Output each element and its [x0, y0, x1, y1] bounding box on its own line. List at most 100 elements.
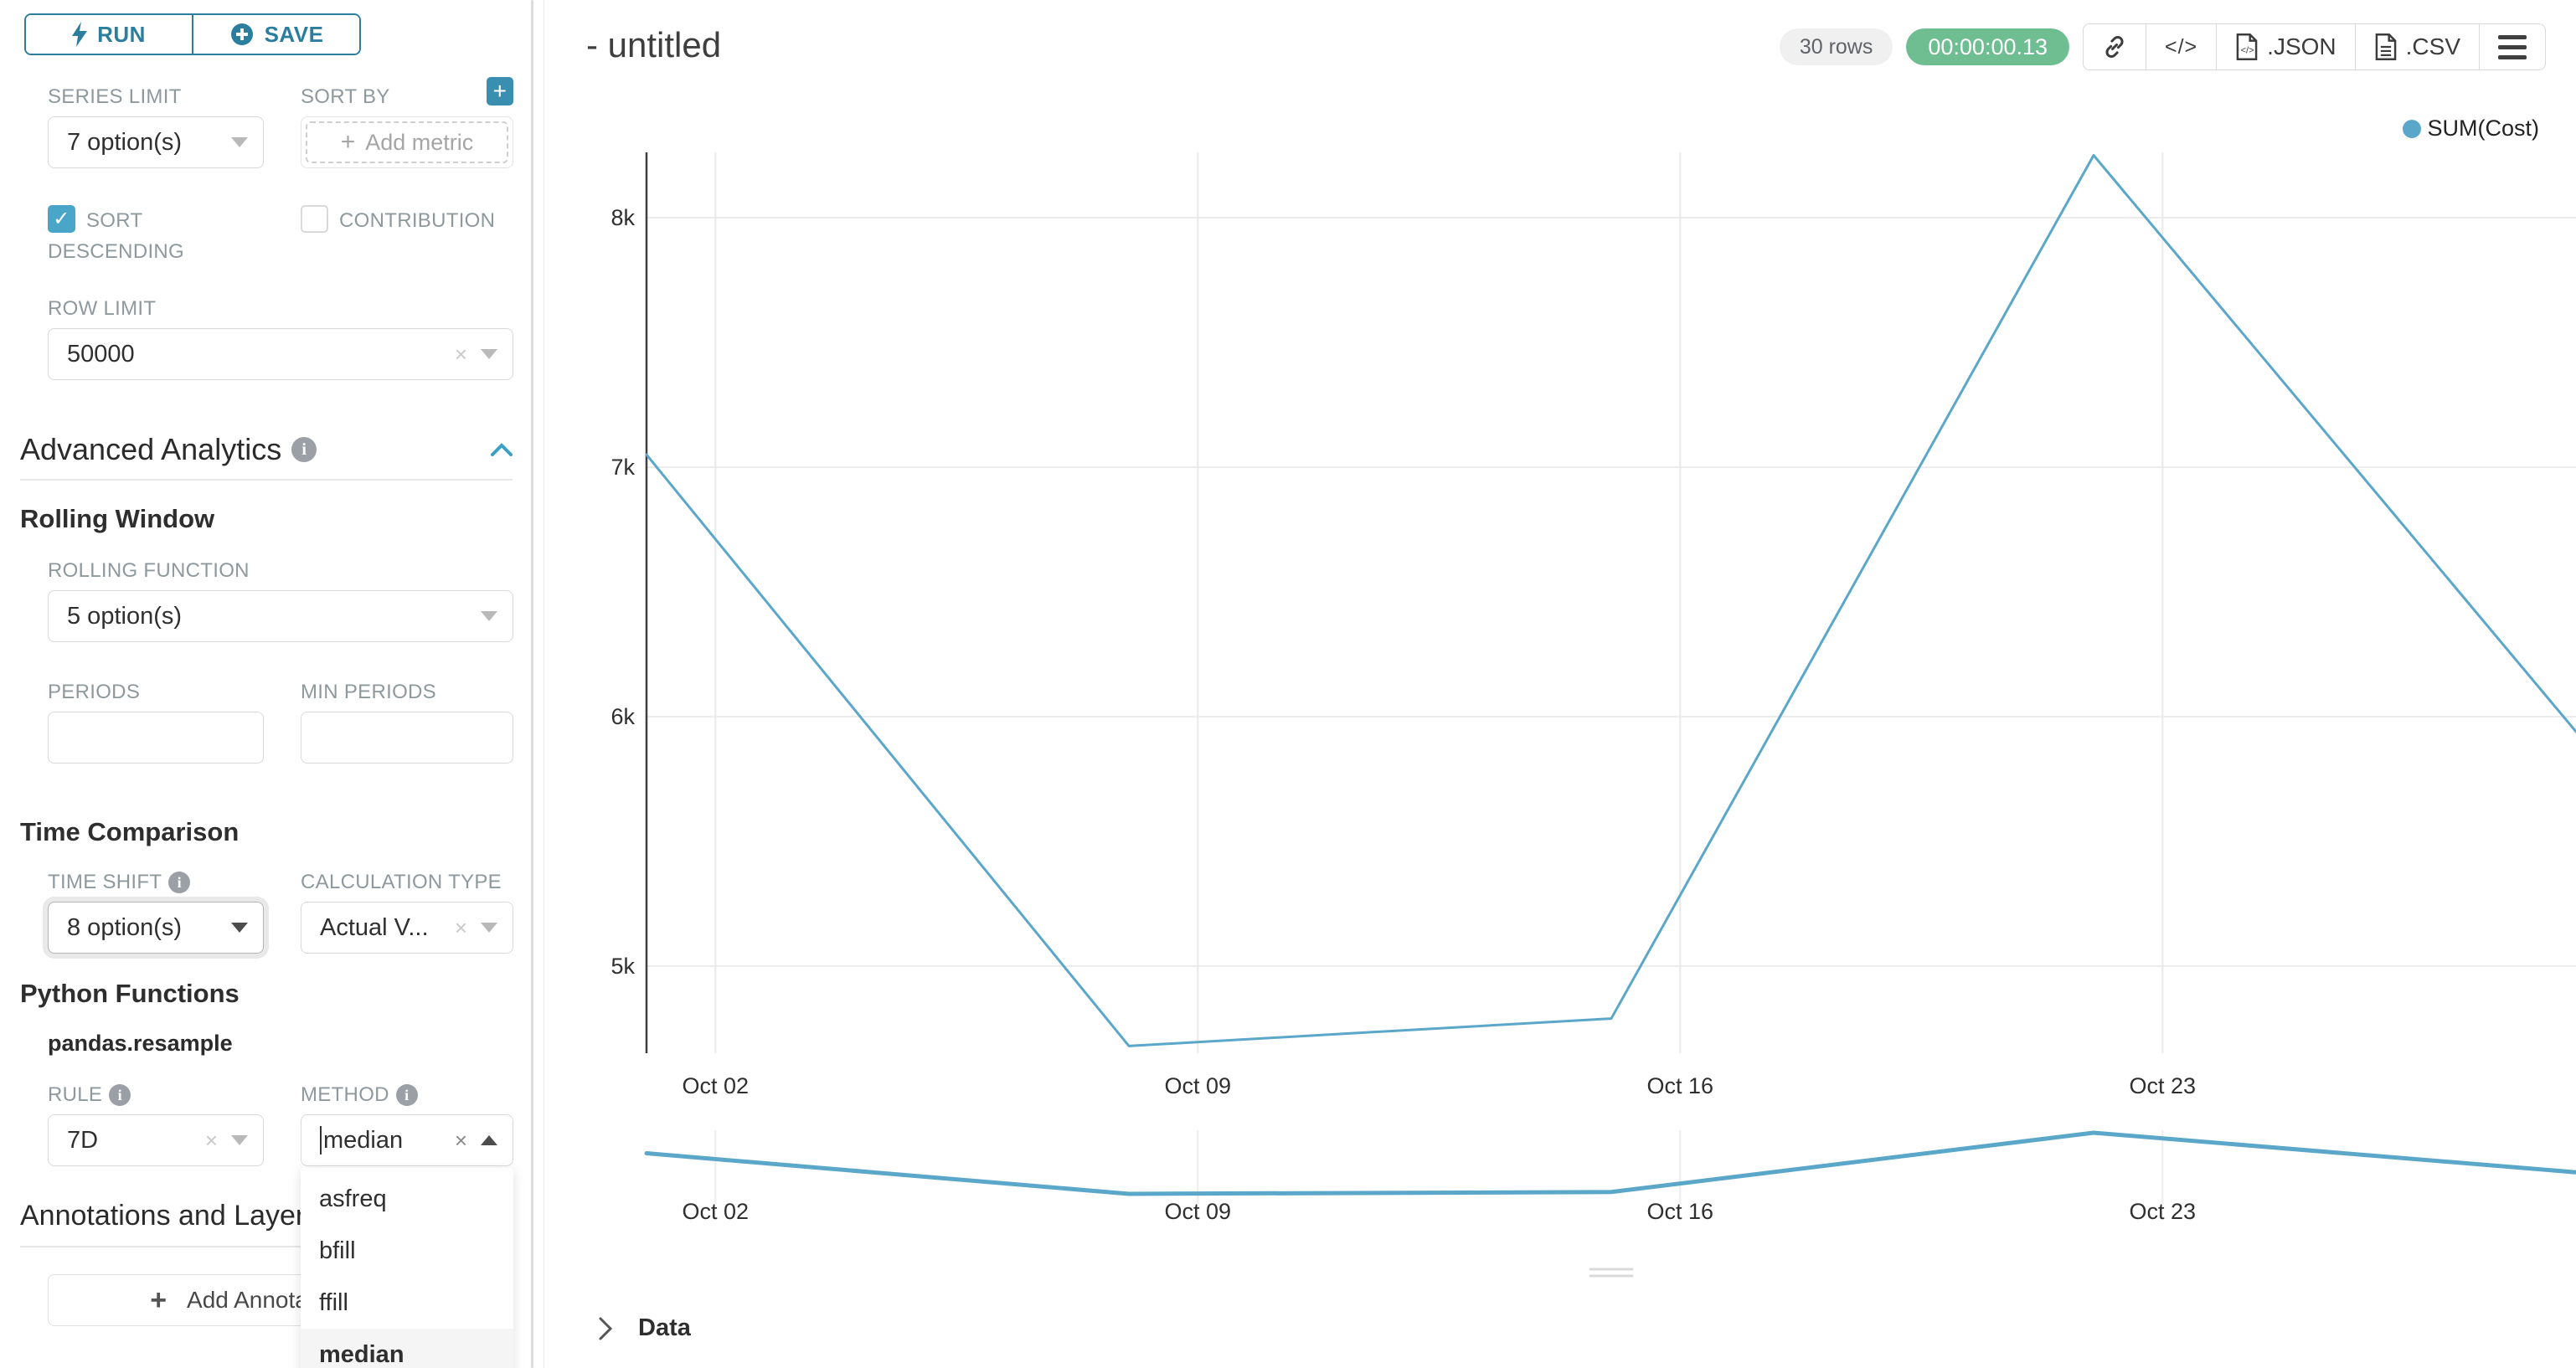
method-dropdown-menu: asfreq bfill ffill median [301, 1168, 513, 1368]
python-functions-title: Python Functions [20, 979, 240, 1008]
x-axis-tick-label: Oct 16 [1647, 1073, 1714, 1098]
sort-descending-control[interactable]: ✓ SORT DESCENDING [48, 205, 240, 267]
dropdown-option-median[interactable]: median [301, 1329, 513, 1368]
mini-x-axis-tick-label: Oct 16 [1647, 1199, 1714, 1224]
method-select-open[interactable]: median × [301, 1114, 513, 1166]
contribution-control[interactable]: CONTRIBUTION [301, 205, 513, 267]
sort-descending-label: SORT DESCENDING [48, 209, 185, 263]
row-limit-value: 50000 [67, 340, 135, 368]
plus-circle-icon [230, 23, 253, 45]
save-button[interactable]: SAVE [192, 15, 359, 54]
advanced-analytics-title: Advanced Analytics [20, 432, 282, 466]
dropdown-option-asfreq[interactable]: asfreq [319, 1185, 387, 1212]
lightning-bolt-icon [72, 22, 88, 47]
chevron-down-icon [231, 137, 248, 147]
menu-icon [2498, 34, 2527, 59]
mini-x-axis-tick-label: Oct 23 [2130, 1199, 2197, 1224]
row-limit-select[interactable]: 50000 × [48, 328, 513, 380]
time-comparison-title: Time Comparison [20, 817, 240, 846]
series-limit-select[interactable]: 7 option(s) [48, 116, 264, 168]
clear-icon[interactable]: × [454, 914, 467, 940]
line-chart-svg[interactable]: 5k 6k 7k 8k Oct 02 Oct 02 Oct 09 Oct 09 Oct 16 Oc… [544, 0, 2576, 1368]
run-button-label: RUN [97, 21, 146, 47]
sort-by-dropzone[interactable]: + Add metric [301, 116, 513, 168]
data-collapse-section[interactable]: Data [598, 1314, 691, 1342]
chart-title[interactable]: - untitled [586, 25, 722, 64]
series-limit-value: 7 option(s) [67, 128, 183, 156]
legend-series-dot [2402, 119, 2421, 138]
info-icon: i [395, 1084, 418, 1106]
checkbox-unchecked-icon[interactable] [301, 205, 328, 233]
calculation-type-value: Actual V... [320, 913, 429, 941]
csv-file-icon [2375, 33, 2396, 60]
min-periods-label: MIN PERIODS [301, 681, 436, 703]
save-button-label: SAVE [264, 21, 324, 47]
more-options-button[interactable] [2479, 23, 2546, 70]
control-panel-sidebar: RUN SAVE SERIES LIMIT 7 option(s) SORT B… [0, 0, 544, 1368]
legend-series-label: SUM(Cost) [2427, 116, 2540, 141]
contribution-label: CONTRIBUTION [339, 209, 496, 232]
link-icon [2105, 35, 2124, 59]
rule-select[interactable]: 7D × [48, 1114, 264, 1166]
y-axis-tick-label: 5k [611, 954, 635, 979]
annotations-layers-title: Annotations and Layers [20, 1200, 320, 1232]
checkbox-checked-icon[interactable]: ✓ [48, 205, 75, 233]
x-axis-tick-label: Oct 23 [2130, 1073, 2197, 1098]
time-shift-label: TIME SHIFT [48, 871, 162, 893]
row-count-badge: 30 rows [1779, 28, 1893, 65]
query-timer-badge: 00:00:00.13 [1906, 28, 2070, 65]
data-section-title: Data [638, 1314, 691, 1341]
rule-label: RULE [48, 1083, 103, 1106]
y-axis-tick-label: 6k [611, 704, 635, 729]
series-limit-label: SERIES LIMIT [48, 85, 182, 108]
x-axis-tick-label: Oct 02 [683, 1073, 750, 1098]
method-value: median [323, 1126, 404, 1154]
export-json-label: .JSON [2267, 33, 2336, 59]
copy-link-button[interactable] [2083, 23, 2147, 70]
calculation-type-select[interactable]: Actual V... × [301, 902, 513, 954]
rolling-function-select[interactable]: 5 option(s) [48, 590, 513, 642]
add-metric-plus-button[interactable]: + [487, 77, 513, 105]
export-csv-label: .CSV [2405, 33, 2460, 59]
info-icon: i [109, 1084, 131, 1106]
time-shift-select[interactable]: 8 option(s) [48, 902, 264, 954]
plus-icon: + [340, 128, 356, 156]
chevron-down-icon [481, 611, 497, 621]
chevron-down-icon [481, 923, 497, 933]
view-query-button[interactable]: </> [2146, 23, 2218, 70]
chevron-right-icon [599, 1317, 613, 1340]
chevron-up-icon[interactable] [491, 443, 513, 456]
chevron-up-icon [481, 1135, 497, 1145]
periods-label: PERIODS [48, 681, 141, 703]
export-json-button[interactable]: </> .JSON [2216, 23, 2356, 70]
add-metric-placeholder: Add metric [365, 129, 474, 155]
rolling-function-value: 5 option(s) [67, 602, 183, 630]
clear-icon[interactable]: × [454, 341, 467, 367]
time-shift-value: 8 option(s) [67, 913, 183, 941]
run-button[interactable]: RUN [26, 15, 192, 54]
chart-panel: - untitled 30 rows 00:00:00.13 </> [544, 0, 2576, 1368]
info-icon: i [168, 872, 191, 893]
json-file-icon: </> [2236, 33, 2258, 60]
svg-text:</>: </> [2241, 45, 2254, 55]
dropdown-option-bfill[interactable]: bfill [319, 1237, 356, 1264]
mini-x-axis-tick-label: Oct 02 [683, 1199, 750, 1224]
info-icon: i [291, 437, 317, 462]
main-series-line [645, 154, 2576, 1047]
sort-by-label: SORT BY [301, 85, 390, 108]
y-axis-tick-label: 8k [611, 205, 635, 230]
periods-input[interactable] [48, 712, 264, 764]
rule-value: 7D [67, 1126, 99, 1154]
x-axis-tick-label: Oct 09 [1165, 1073, 1232, 1098]
clear-icon[interactable]: × [204, 1127, 218, 1153]
code-icon: </> [2165, 34, 2198, 59]
export-csv-button[interactable]: .CSV [2354, 23, 2480, 70]
min-periods-input[interactable] [301, 712, 513, 764]
sidebar-scrollbar[interactable] [531, 0, 533, 1368]
clear-icon[interactable]: × [454, 1127, 467, 1153]
run-save-button-group: RUN SAVE [24, 13, 361, 55]
dropdown-option-ffill[interactable]: ffill [319, 1289, 348, 1316]
chevron-down-icon [231, 1135, 248, 1145]
chart-legend[interactable]: SUM(Cost) [2402, 116, 2540, 141]
mini-series-line [644, 1130, 2576, 1196]
